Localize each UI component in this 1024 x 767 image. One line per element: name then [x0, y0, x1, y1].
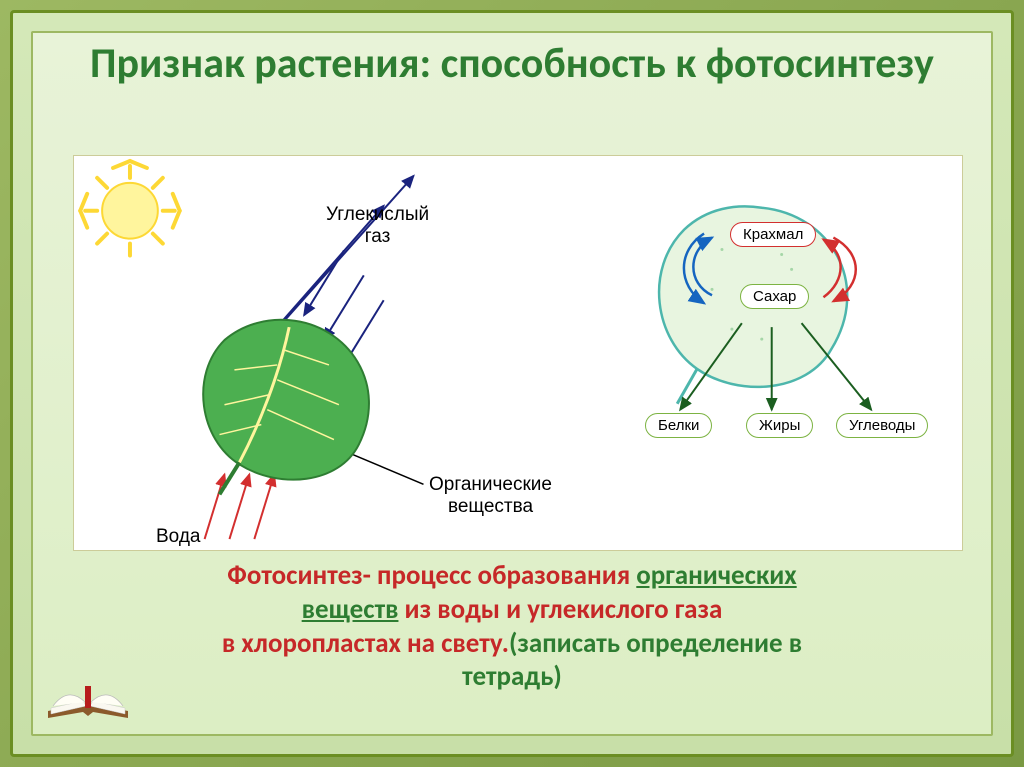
- book-icon: [43, 666, 133, 726]
- title-text: Признак растения: способность к фотосинт…: [90, 38, 934, 89]
- leaf-main: [203, 320, 369, 495]
- water-arrows: [205, 474, 275, 539]
- page-title: Признак растения: способность к фотосинт…: [33, 41, 991, 87]
- caption-part2: органических: [636, 559, 796, 592]
- label-co2: Углекислый газ: [326, 204, 429, 248]
- inner-frame: Признак растения: способность к фотосинт…: [31, 31, 993, 736]
- outer-frame: Признак растения: способность к фотосинт…: [10, 10, 1014, 757]
- caption-part1: Фотосинтез- процесс образования: [227, 559, 636, 592]
- diagram: Углекислый газ Органические вещества Вод…: [73, 155, 963, 551]
- caption-line4: тетрадь): [33, 660, 991, 694]
- caption-line3: в хлоропластах на свету.(записать опреде…: [33, 627, 991, 661]
- caption-line3b: (записать определение в: [509, 627, 802, 660]
- caption-line3a: в хлоропластах на свету.: [222, 627, 509, 660]
- tag-starch: Крахмал: [730, 222, 816, 247]
- tag-sugar: Сахар: [740, 284, 809, 309]
- tag-proteins: Белки: [645, 413, 712, 438]
- sun-icon: [80, 161, 179, 256]
- caption-line2-cont: из воды и углекислого газа: [398, 593, 722, 626]
- tag-fats: Жиры: [746, 413, 813, 438]
- label-water: Вода: [156, 526, 200, 548]
- caption-line2: веществ из воды и углекислого газа: [33, 593, 991, 627]
- label-organic: Органические вещества: [429, 474, 552, 518]
- tag-carbs: Углеводы: [836, 413, 928, 438]
- caption: Фотосинтез- процесс образования органиче…: [33, 559, 991, 694]
- caption-line1: Фотосинтез- процесс образования органиче…: [33, 559, 991, 593]
